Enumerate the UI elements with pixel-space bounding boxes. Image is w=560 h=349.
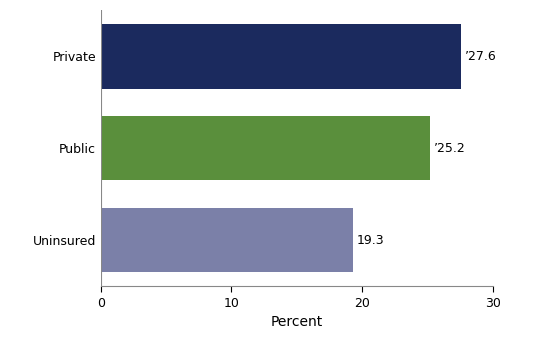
X-axis label: Percent: Percent: [270, 315, 323, 329]
Bar: [101, 24, 461, 89]
Text: ’27.6: ’27.6: [465, 50, 497, 63]
Text: ’25.2: ’25.2: [434, 142, 466, 155]
Text: 19.3: 19.3: [357, 234, 385, 247]
Bar: [101, 208, 353, 273]
Bar: [101, 116, 430, 180]
